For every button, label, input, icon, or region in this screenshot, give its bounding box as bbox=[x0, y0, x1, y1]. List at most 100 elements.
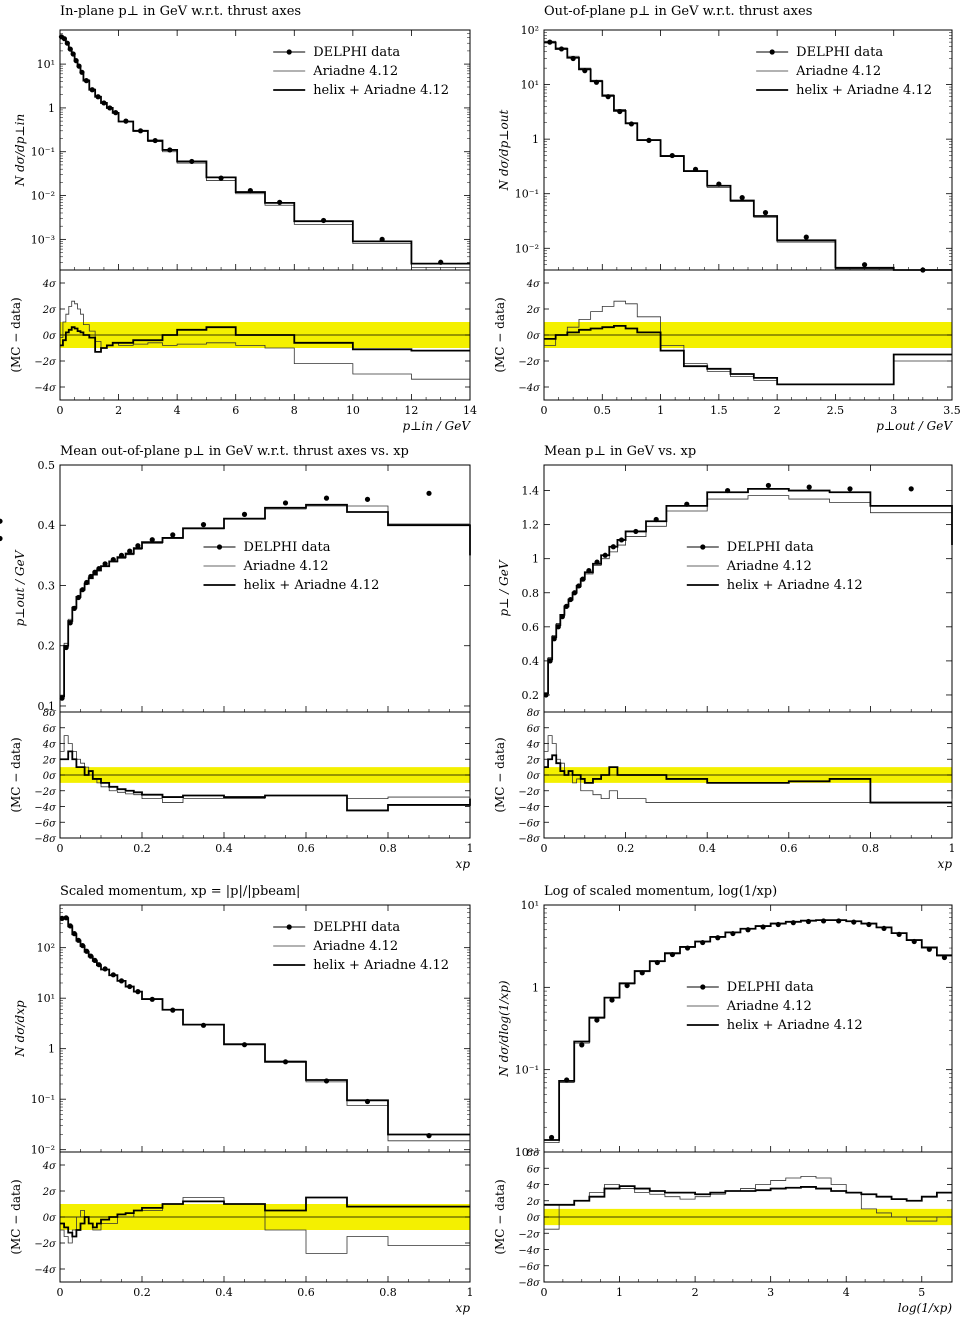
x-tick-label: 0.8 bbox=[862, 842, 880, 855]
x-tick-label: 2.5 bbox=[827, 404, 845, 417]
data-point bbox=[594, 559, 600, 565]
y-tick-label: 1 bbox=[48, 102, 55, 115]
data-point bbox=[67, 46, 73, 52]
series-ariadne-line bbox=[60, 916, 470, 1142]
series-helix-ariadne-line bbox=[60, 503, 471, 698]
plot-p3: Mean out-of-plane p⊥ in GeV w.r.t. thrus… bbox=[0, 444, 474, 871]
legend-label: Ariadne 4.12 bbox=[312, 64, 398, 79]
legend-label: helix + Ariadne 4.12 bbox=[727, 578, 863, 593]
data-point bbox=[92, 957, 98, 963]
data-point bbox=[189, 158, 195, 165]
data-point bbox=[135, 988, 141, 995]
data-point bbox=[63, 644, 69, 651]
data-point bbox=[102, 561, 108, 567]
ratio-tick-label: −4σ bbox=[518, 383, 541, 394]
plot-title: Log of scaled momentum, log(1/xp) bbox=[544, 884, 777, 899]
data-point bbox=[200, 1022, 207, 1028]
ratio-tick-label: 0σ bbox=[43, 1213, 57, 1224]
data-point bbox=[110, 972, 116, 978]
data-point bbox=[118, 978, 125, 984]
data-point bbox=[64, 40, 70, 46]
x-tick-label: 1 bbox=[657, 404, 664, 417]
legend-label: Ariadne 4.12 bbox=[795, 64, 881, 79]
legend-marker-data bbox=[769, 49, 775, 55]
data-point bbox=[79, 587, 86, 593]
data-point bbox=[866, 921, 872, 928]
x-tick-label: 0 bbox=[57, 1286, 64, 1299]
y-tick-label: 1 bbox=[532, 981, 539, 994]
data-point bbox=[543, 692, 549, 698]
x-tick-label: 8 bbox=[291, 404, 298, 417]
data-point bbox=[684, 501, 690, 507]
data-point bbox=[911, 938, 917, 945]
y-tick-label: 0.2 bbox=[38, 640, 56, 653]
ratio-tick-label: −4σ bbox=[34, 803, 57, 814]
x-tick-label: 1 bbox=[467, 1286, 474, 1299]
series-helix-ariadne-line bbox=[60, 916, 470, 1136]
data-point bbox=[167, 147, 173, 153]
legend-label: helix + Ariadne 4.12 bbox=[244, 578, 380, 593]
ratio-tick-label: 4σ bbox=[42, 279, 57, 290]
data-point bbox=[790, 920, 796, 926]
ratio-tick-label: −8σ bbox=[518, 834, 541, 845]
legend-marker-data bbox=[216, 544, 223, 550]
y-tick-label: 0.6 bbox=[522, 621, 540, 634]
data-point bbox=[79, 942, 86, 949]
data-point bbox=[639, 970, 645, 976]
plot-title: In-plane p⊥ in GeV w.r.t. thrust axes bbox=[60, 4, 301, 19]
x-tick-label: 3 bbox=[767, 1286, 774, 1299]
data-point bbox=[739, 194, 745, 201]
x-tick-label: 0 bbox=[57, 404, 64, 417]
legend-marker-data bbox=[700, 984, 706, 990]
y-tick-label: 10⁻¹ bbox=[31, 1093, 55, 1106]
data-point bbox=[241, 511, 248, 517]
data-point bbox=[605, 94, 611, 100]
ratio-tick-label: −2σ bbox=[518, 357, 541, 368]
ratio-tick-label: 8σ bbox=[527, 1148, 541, 1159]
ratio-tick-label: 2σ bbox=[526, 305, 541, 316]
data-point bbox=[551, 636, 557, 642]
data-point bbox=[730, 930, 736, 937]
y-tick-label: 1.4 bbox=[522, 485, 540, 498]
ratio-helix-ariadne-line bbox=[544, 754, 952, 804]
ratio-tick-label: 4σ bbox=[42, 1161, 57, 1172]
y-axis-label: p⊥out / GeV bbox=[13, 549, 27, 626]
x-tick-label: 4 bbox=[843, 1286, 850, 1299]
data-point bbox=[137, 128, 144, 134]
plot-p6: Log of scaled momentum, log(1/xp) 0 1 2 3 4 5 l… bbox=[493, 884, 953, 1315]
y-tick-label: 0.5 bbox=[38, 459, 56, 472]
x-tick-label: 12 bbox=[404, 404, 418, 417]
plot-title: Scaled momentum, xp = |p|/|pbeam| bbox=[60, 884, 300, 899]
main-panel-frame bbox=[59, 904, 471, 1153]
data-point bbox=[73, 58, 79, 64]
data-point bbox=[700, 939, 706, 946]
x-tick-label: 0 bbox=[57, 842, 64, 855]
y-tick-label: 10⁻² bbox=[31, 190, 55, 203]
ratio-tick-label: 2σ bbox=[526, 1197, 541, 1208]
y-tick-label: 10¹ bbox=[37, 58, 55, 71]
legend: DELPHI data Ariadne 4.12 helix + Ariadne 4… bbox=[756, 45, 932, 98]
data-point bbox=[559, 614, 565, 620]
x-tick-label: 0.2 bbox=[133, 842, 151, 855]
y-tick-label: 0.1 bbox=[38, 700, 56, 713]
ratio-tick-label: 2σ bbox=[42, 1187, 57, 1198]
data-point bbox=[576, 583, 582, 589]
x-tick-label: 5 bbox=[918, 1286, 925, 1299]
series-ariadne-line bbox=[544, 495, 953, 694]
data-point bbox=[908, 486, 914, 492]
data-point bbox=[633, 528, 639, 535]
plot-p4: Mean p⊥ in GeV vs. xp 0 0.2 0.4 0.6 0.8 1 xp 0.2… bbox=[0, 444, 956, 871]
x-axis-label: xp bbox=[938, 857, 953, 871]
legend-marker-data bbox=[286, 49, 292, 55]
legend-marker-data bbox=[286, 924, 292, 930]
y-tick-label: 10² bbox=[37, 942, 55, 955]
data-point bbox=[896, 931, 902, 937]
data-point bbox=[654, 959, 660, 966]
x-tick-label: 0.4 bbox=[215, 1286, 233, 1299]
ratio-tick-label: 4σ bbox=[526, 1181, 541, 1192]
x-tick-label: 0.6 bbox=[297, 842, 315, 855]
x-tick-label: 0.2 bbox=[133, 1286, 151, 1299]
ratio-tick-label: 0σ bbox=[527, 1213, 541, 1224]
x-tick-label: 2 bbox=[115, 404, 122, 417]
y-tick-label: 1 bbox=[532, 553, 539, 566]
